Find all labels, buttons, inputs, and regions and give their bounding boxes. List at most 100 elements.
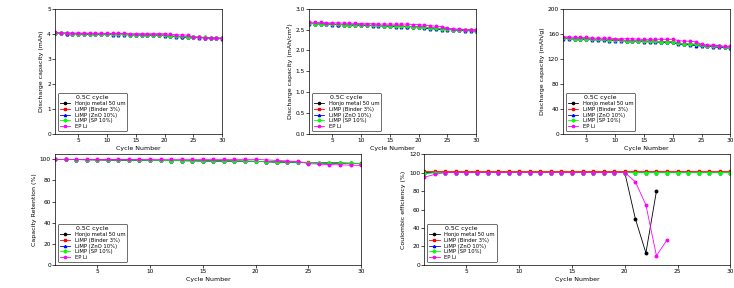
LiMP (SP 10%) [219,159,228,163]
LiMP (Binder 3%) [385,24,394,27]
Honjo metal 50 um [582,37,591,40]
LiMP (SP 10%) [156,159,165,162]
Honjo metal 50 um [454,28,463,31]
LiMP (Binder 3%) [642,169,650,173]
LiMP (SP 10%) [379,24,388,27]
Honjo metal 50 um [437,27,446,31]
EP Li [420,175,429,179]
LiMP (ZnO 10%) [403,25,412,28]
EP Li [633,38,642,41]
LiMP (SP 10%) [599,38,608,41]
LiMP (SP 10%) [680,42,688,46]
LiMP (Binder 3%) [473,169,482,173]
LiMP (SP 10%) [148,33,157,37]
EP Li [241,158,250,161]
LiMP (ZnO 10%) [391,25,400,28]
EP Li [304,162,313,165]
LiMP (ZnO 10%) [160,34,169,37]
LiMP (SP 10%) [426,26,435,30]
LiMP (ZnO 10%) [188,159,197,162]
EP Li [403,22,412,26]
Honjo metal 50 um [536,171,545,174]
LiMP (SP 10%) [363,23,371,27]
LiMP (Binder 3%) [588,38,597,41]
EP Li [420,24,429,27]
Honjo metal 50 um [322,22,331,26]
EP Li [437,25,446,28]
LiMP (Binder 3%) [178,159,186,162]
LiMP (ZnO 10%) [462,171,471,174]
EP Li [663,38,672,41]
LiMP (SP 10%) [351,23,360,27]
LiMP (ZnO 10%) [61,158,70,161]
LiMP (ZnO 10%) [559,37,567,40]
EP Li [494,171,503,174]
LiMP (Binder 3%) [97,33,106,36]
EP Li [726,44,734,48]
LiMP (Binder 3%) [82,158,91,161]
LiMP (Binder 3%) [103,158,112,162]
LiMP (ZnO 10%) [131,33,140,37]
Honjo metal 50 um [420,26,429,29]
Honjo metal 50 um [72,158,81,161]
LiMP (SP 10%) [72,158,81,161]
Honjo metal 50 um [154,33,163,37]
Honjo metal 50 um [114,158,123,162]
Honjo metal 50 um [363,24,371,27]
LiMP (SP 10%) [437,27,446,31]
LiMP (SP 10%) [432,26,440,30]
LiMP (SP 10%) [97,33,106,36]
EP Li [212,37,221,40]
LiMP (Binder 3%) [357,23,366,27]
Honjo metal 50 um [195,36,203,39]
LiMP (ZnO 10%) [379,24,388,28]
Honjo metal 50 um [448,28,457,31]
LiMP (SP 10%) [200,36,209,39]
LiMP (Binder 3%) [593,38,602,41]
LiMP (Binder 3%) [576,37,585,40]
LiMP (SP 10%) [325,161,334,165]
Honjo metal 50 um [610,171,619,174]
LiMP (Binder 3%) [148,33,157,37]
Honjo metal 50 um [57,32,65,35]
LiMP (Binder 3%) [61,158,70,161]
LiMP (SP 10%) [726,171,734,174]
LiMP (ZnO 10%) [663,171,672,174]
LiMP (Binder 3%) [451,169,460,173]
EP Li [557,171,566,174]
EP Li [209,158,218,161]
EP Li [143,32,152,35]
LiMP (SP 10%) [143,33,152,37]
LiMP (Binder 3%) [154,33,163,37]
LiMP (ZnO 10%) [241,160,250,163]
EP Li [720,44,729,48]
LiMP (SP 10%) [167,159,175,162]
EP Li [605,36,614,40]
LiMP (SP 10%) [570,37,579,40]
LiMP (Binder 3%) [483,169,492,173]
EP Li [135,158,144,161]
LiMP (Binder 3%) [674,41,683,45]
EP Li [483,171,492,174]
Line: EP Li: EP Li [54,31,223,40]
LiMP (SP 10%) [691,43,700,46]
LiMP (SP 10%) [462,171,471,174]
X-axis label: Cycle Number: Cycle Number [625,146,669,151]
LiMP (SP 10%) [663,171,672,174]
LiMP (Binder 3%) [166,34,175,38]
EP Li [589,171,597,174]
LiMP (ZnO 10%) [328,23,337,26]
LiMP (ZnO 10%) [599,171,608,174]
LiMP (ZnO 10%) [314,161,323,164]
LiMP (ZnO 10%) [460,29,469,33]
Honjo metal 50 um [178,159,186,162]
LiMP (Binder 3%) [195,35,203,39]
LiMP (SP 10%) [57,32,65,35]
LiMP (ZnO 10%) [172,35,181,38]
LiMP (Binder 3%) [209,159,218,163]
LiMP (Binder 3%) [391,24,400,27]
Honjo metal 50 um [148,33,157,37]
LiMP (SP 10%) [391,24,400,27]
LiMP (Binder 3%) [198,159,207,162]
LiMP (Binder 3%) [599,169,608,173]
